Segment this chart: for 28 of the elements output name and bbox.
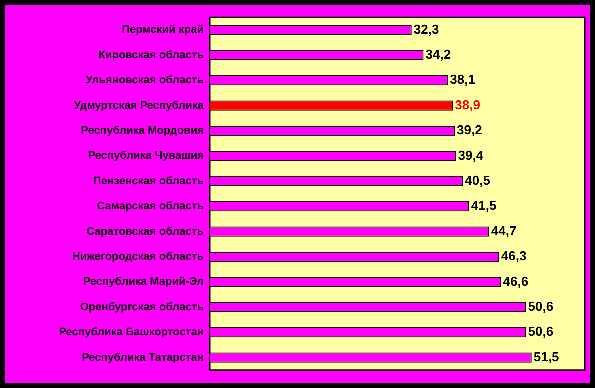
y-tick-label: Ульяновская область xyxy=(86,74,204,87)
y-tick-label: Республика Мордовия xyxy=(81,125,204,138)
y-tick-label: Нижегородская область xyxy=(72,251,204,264)
data-label: 44,7 xyxy=(491,223,517,238)
data-label: 40,5 xyxy=(465,172,490,188)
data-label: 51,5 xyxy=(534,349,560,364)
data-label: 32,3 xyxy=(414,22,440,37)
y-tick-label: Пензенская область xyxy=(93,175,204,188)
data-label: 34,2 xyxy=(426,46,452,62)
y-tick-label: Республика Татарстан xyxy=(82,352,204,364)
data-label: 38,9 xyxy=(455,97,480,112)
y-tick-label: Самарская область xyxy=(97,200,204,213)
y-tick-label: Пермский край xyxy=(122,24,204,36)
y-tick-label: Оренбургская область xyxy=(80,301,204,314)
y-tick-label: Республика Чувашия xyxy=(88,150,204,162)
data-label: 46,3 xyxy=(501,248,527,264)
data-label: 39,2 xyxy=(457,122,482,138)
y-tick-label: Удмуртская Республика xyxy=(74,100,205,112)
data-label: 38,1 xyxy=(450,72,476,88)
y-tick-label: Республика Башкортостан xyxy=(59,326,204,339)
data-label: 50,6 xyxy=(528,298,554,314)
data-label: 50,6 xyxy=(528,324,554,340)
y-tick-label: Кировская область xyxy=(98,49,204,62)
data-label: 46,6 xyxy=(503,274,529,289)
y-tick-label: Саратовская область xyxy=(86,226,204,238)
data-label: 39,4 xyxy=(458,148,484,163)
data-label: 41,5 xyxy=(471,198,497,214)
y-tick-label: Республика Марий-Эл xyxy=(83,276,204,288)
